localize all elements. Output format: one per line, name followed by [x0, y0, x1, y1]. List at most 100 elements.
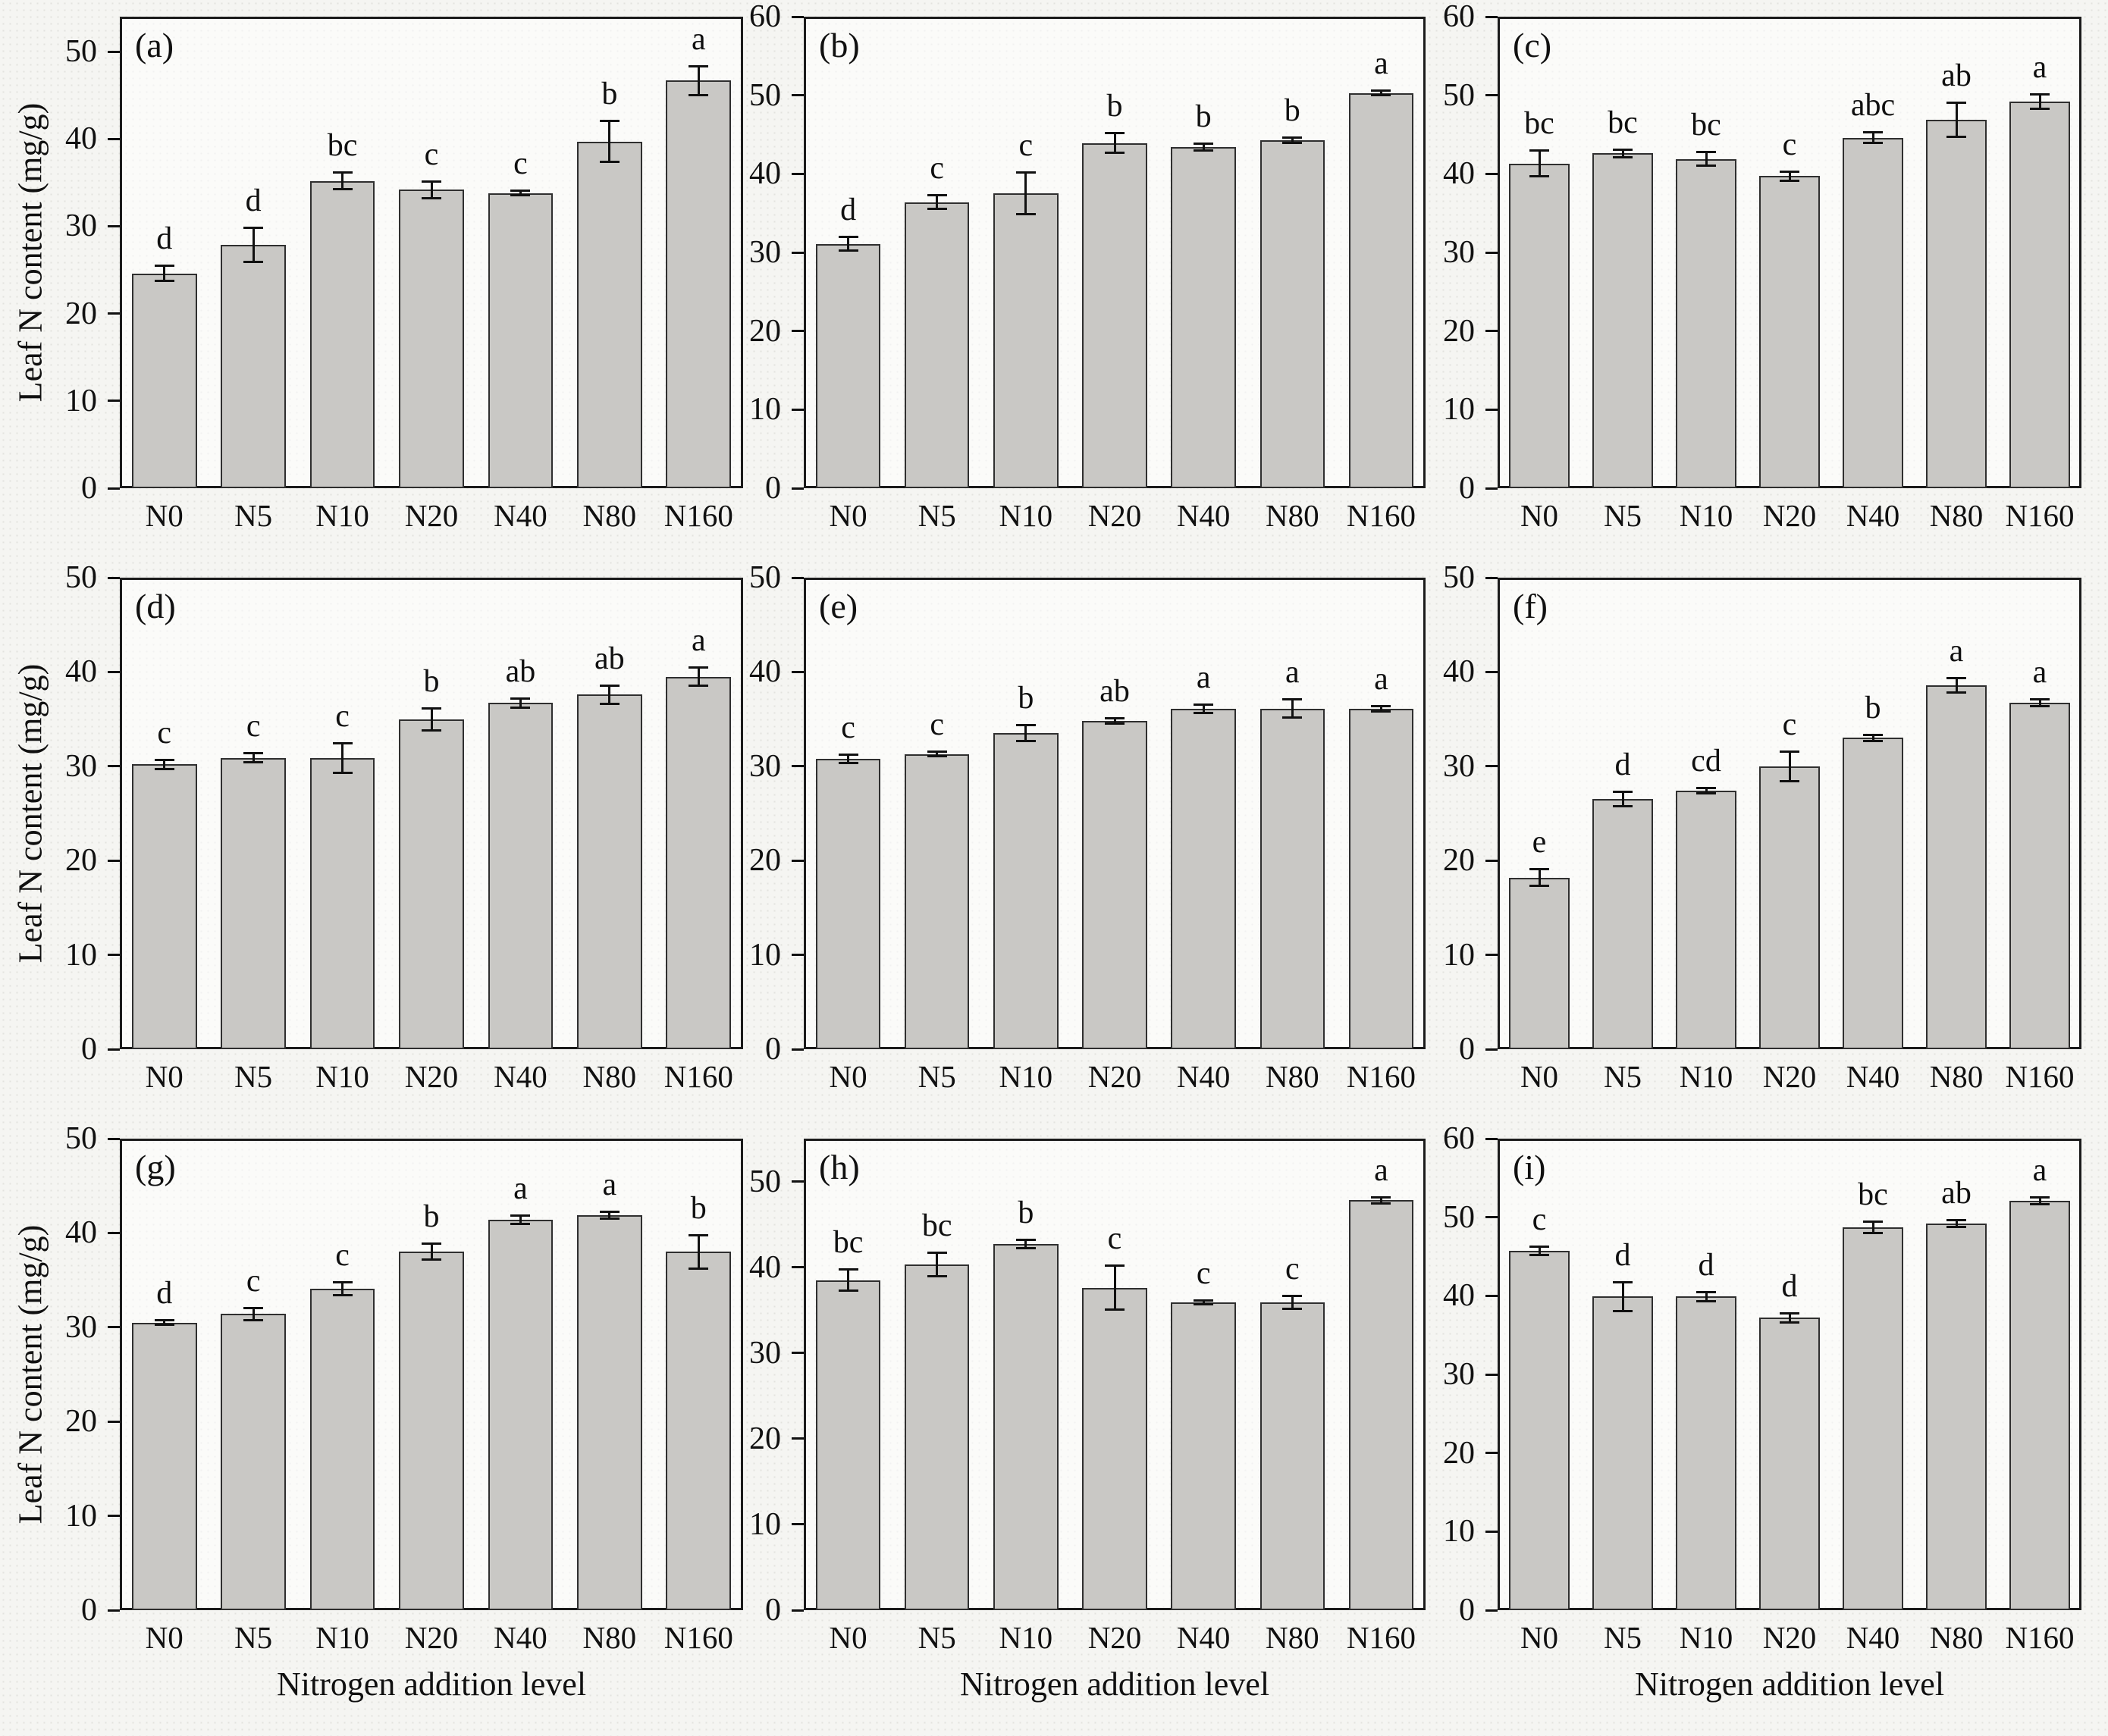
- significance-letter: bc: [327, 128, 358, 164]
- bar: [904, 1264, 970, 1610]
- y-tick-label: 40: [749, 156, 781, 192]
- significance-letter: b: [690, 1190, 707, 1226]
- error-bar-cap-top: [927, 194, 947, 197]
- x-tick-label: N0: [145, 1059, 184, 1094]
- error-bar-cap-bottom: [1946, 135, 1966, 138]
- error-bar-cap-top: [1613, 791, 1633, 794]
- y-tick-label: 0: [81, 1593, 97, 1628]
- error-bar-cap-bottom: [1371, 93, 1391, 96]
- error-bar-cap-top: [927, 1252, 947, 1255]
- y-tick-label: 40: [749, 1249, 781, 1285]
- significance-letter: d: [245, 183, 262, 218]
- y-tick-mark: [108, 1609, 120, 1612]
- error-bar-cap-top: [154, 759, 174, 762]
- y-tick-mark: [108, 137, 120, 140]
- y-tick-label: 50: [65, 1121, 97, 1156]
- error-bar: [1024, 725, 1027, 742]
- y-tick-label: 40: [749, 654, 781, 690]
- significance-letter: c: [246, 1263, 261, 1299]
- x-tick-label: N160: [2005, 498, 2075, 533]
- y-tick-label: 40: [65, 1215, 97, 1251]
- error-bar: [1788, 1313, 1791, 1323]
- y-tick-mark: [1485, 576, 1498, 579]
- error-bar-cap-top: [154, 1318, 174, 1321]
- error-bar-cap-bottom: [2030, 1203, 2050, 1206]
- significance-letter: b: [1018, 1195, 1034, 1231]
- bar: [2009, 101, 2071, 488]
- error-bar-cap-top: [422, 1242, 441, 1246]
- significance-letter: cd: [1691, 744, 1721, 779]
- y-tick-mark: [108, 1137, 120, 1140]
- y-tick-label: 20: [749, 1421, 781, 1456]
- significance-letter: d: [1781, 1269, 1798, 1305]
- x-tick-label: N20: [1087, 1059, 1142, 1094]
- error-bar-cap-top: [1105, 132, 1125, 135]
- error-bar: [1202, 143, 1205, 152]
- y-tick-label: 0: [1459, 471, 1475, 506]
- error-bar-cap-bottom: [2030, 108, 2050, 111]
- y-tick-label: 10: [65, 1498, 97, 1534]
- x-tick-label: N40: [1176, 1620, 1231, 1655]
- significance-letter: d: [1698, 1248, 1714, 1283]
- significance-letter: c: [335, 698, 350, 734]
- panel-label-h: (h): [819, 1148, 860, 1186]
- y-tick-mark: [1485, 859, 1498, 862]
- error-bar-cap-bottom: [689, 93, 709, 96]
- bar: [1842, 137, 1904, 488]
- x-tick-label: N10: [999, 1620, 1053, 1655]
- y-tick-mark: [108, 487, 120, 490]
- error-bar: [430, 707, 433, 731]
- error-bar-cap-bottom: [1105, 152, 1125, 155]
- x-tick-label: N80: [1265, 1059, 1319, 1094]
- bar: [1171, 1302, 1236, 1610]
- error-bar-cap-top: [1863, 733, 1883, 736]
- significance-letter: bc: [833, 1224, 864, 1260]
- y-tick-label: 30: [1443, 235, 1475, 270]
- y-tick-mark: [792, 330, 804, 333]
- error-bar-cap-top: [1015, 171, 1036, 174]
- error-bar: [608, 685, 611, 704]
- error-bar: [1705, 1292, 1708, 1302]
- bar: [904, 754, 970, 1049]
- y-tick-mark: [1485, 1609, 1498, 1612]
- error-bar: [1202, 703, 1205, 714]
- significance-letter: b: [1195, 99, 1212, 134]
- error-bar: [519, 190, 522, 196]
- y-tick-mark: [108, 765, 120, 768]
- error-bar-cap-bottom: [1282, 141, 1303, 144]
- error-bar-cap-bottom: [2030, 705, 2050, 708]
- significance-letter: ab: [505, 654, 536, 690]
- error-bar: [1621, 791, 1624, 807]
- bar: [1842, 1227, 1904, 1610]
- error-bar-cap-bottom: [689, 1267, 709, 1270]
- y-tick-mark: [108, 1515, 120, 1518]
- y-tick-label: 50: [65, 560, 97, 595]
- bar: [1508, 1251, 1570, 1610]
- x-tick-label: N80: [1929, 1059, 1984, 1094]
- error-bar-cap-bottom: [154, 1324, 174, 1327]
- error-bar-cap-bottom: [1105, 1308, 1125, 1311]
- bar: [1675, 791, 1737, 1049]
- significance-letter: c: [335, 1238, 350, 1274]
- significance-letter: a: [2032, 1152, 2047, 1188]
- significance-letter: c: [930, 707, 945, 742]
- error-bar-cap-top: [1105, 717, 1125, 720]
- error-bar-cap-bottom: [422, 1258, 441, 1261]
- error-bar-cap-top: [1529, 1246, 1549, 1249]
- significance-letter: a: [691, 623, 706, 659]
- bar: [1259, 1302, 1325, 1610]
- y-tick-label: 10: [1443, 1514, 1475, 1550]
- x-tick-label: N0: [829, 1059, 867, 1094]
- error-bar-cap-bottom: [1371, 710, 1391, 713]
- x-tick-label: N160: [663, 1620, 733, 1655]
- y-tick-mark: [792, 1266, 804, 1269]
- x-tick-label: N0: [145, 1620, 184, 1655]
- error-bar-cap-top: [1282, 136, 1303, 139]
- bar: [488, 193, 554, 488]
- y-tick-mark: [1485, 954, 1498, 957]
- error-bar-cap-bottom: [510, 706, 531, 709]
- y-tick-mark: [108, 224, 120, 227]
- error-bar: [1291, 1295, 1294, 1310]
- x-axis-title: Nitrogen addition level: [1634, 1665, 1945, 1703]
- error-bar-cap-bottom: [599, 702, 620, 705]
